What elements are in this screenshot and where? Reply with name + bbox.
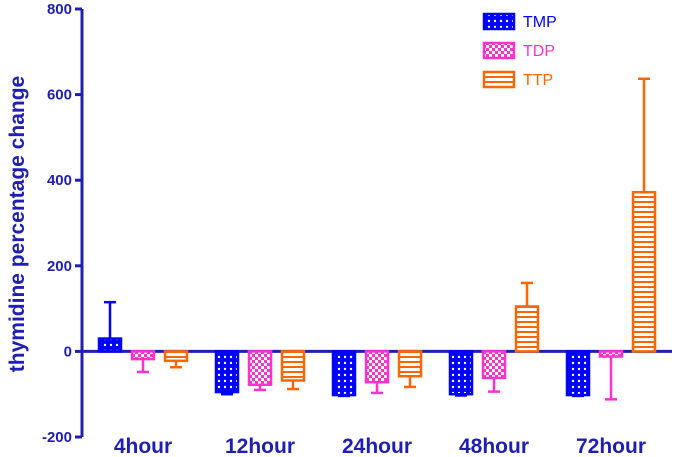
bar-tmp-24hour xyxy=(331,350,357,397)
x-tick-label: 72hour xyxy=(576,435,646,457)
y-tick-label: 400 xyxy=(47,172,72,189)
y-tick-label: -200 xyxy=(42,429,72,446)
legend: TMP TDP TTP xyxy=(482,12,557,89)
y-tick-label: 600 xyxy=(47,87,72,104)
legend-label-tmp: TMP xyxy=(523,14,557,31)
bar-tdp-48hour xyxy=(481,350,507,380)
y-tick-label: 800 xyxy=(47,1,72,18)
x-tick-label: 4hour xyxy=(114,435,172,457)
bar-groups xyxy=(97,77,657,401)
y-tick-label: 200 xyxy=(47,258,72,275)
legend-swatch-tmp xyxy=(482,12,516,31)
bar-group-4hour xyxy=(97,300,189,374)
bar-ttp-4hour xyxy=(163,350,189,363)
legend-swatch-tdp xyxy=(482,41,516,60)
bar-ttp-24hour xyxy=(397,350,423,378)
bar-tdp-24hour xyxy=(364,350,390,384)
bar-tmp-72hour xyxy=(565,350,591,397)
bar-ttp-12hour xyxy=(280,350,306,382)
y-axis-label: thymidine percentage change xyxy=(6,76,29,372)
bar-tdp-72hour xyxy=(598,350,624,358)
bar-tdp-12hour xyxy=(247,350,273,387)
bar-tmp-48hour xyxy=(448,350,474,396)
bar-group-72hour xyxy=(565,77,657,401)
bar-ttp-48hour xyxy=(514,305,540,353)
x-tick-label: 24hour xyxy=(342,435,412,457)
legend-item-tdp: TDP xyxy=(482,41,555,60)
bar-tdp-4hour xyxy=(130,350,156,361)
bar-group-12hour xyxy=(214,350,306,396)
legend-swatch-ttp xyxy=(482,70,516,89)
legend-item-tmp: TMP xyxy=(482,12,557,31)
bar-tmp-4hour xyxy=(97,337,123,353)
y-tick-label: 0 xyxy=(64,343,72,360)
y-axis: -200 0 200 400 600 800 xyxy=(42,1,84,446)
bar-group-24hour xyxy=(331,350,423,398)
x-tick-label: 12hour xyxy=(225,435,295,457)
bar-tmp-12hour xyxy=(214,350,240,394)
legend-item-ttp: TTP xyxy=(482,70,553,89)
x-tick-label: 48hour xyxy=(459,435,529,457)
legend-label-tdp: TDP xyxy=(523,43,555,60)
legend-label-ttp: TTP xyxy=(523,72,553,89)
bar-ttp-72hour xyxy=(631,190,657,353)
x-axis: 4hour 12hour 24hour 48hour 72hour xyxy=(82,349,672,457)
bar-group-48hour xyxy=(448,281,540,397)
